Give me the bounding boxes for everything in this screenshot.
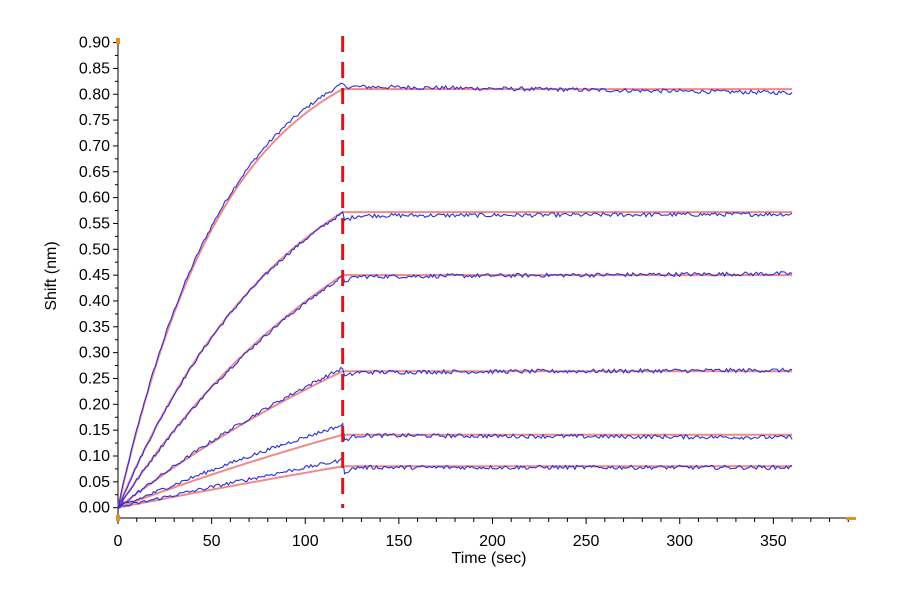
y-tick-label: 0.30 [79,345,110,362]
y-tick-label: 0.50 [79,241,110,258]
x-axis-end-marker [846,517,856,520]
x-tick-label: 0 [114,533,123,550]
y-tick-label: 0.15 [79,422,110,439]
chart-axes: 0.00 0.05 0.10 0.15 0.20 0.25 0.30 0.35 0.40 0.45… [79,35,856,550]
y-tick-label: 0.05 [79,474,110,491]
y-tick-label: 0.25 [79,370,110,387]
y-tick-label: 0.45 [79,267,110,284]
y-tick-label: 0.00 [79,500,110,517]
fit-curve [117,211,793,509]
fit-curve [117,433,793,509]
y-tick-label: 0.80 [79,86,110,103]
measured-curve [117,366,793,508]
measured-curve [117,458,793,510]
x-tick-label: 200 [479,533,506,550]
measured-curve [117,82,793,508]
x-axis-title: Time (sec) [452,550,527,567]
y-axis-top-marker [116,38,120,44]
y-tick-label: 0.75 [79,112,110,129]
y-axis-title: Shift (nm) [43,241,60,310]
measured-curve [117,271,793,508]
fit-curves [117,88,793,509]
fit-curve [117,88,793,508]
y-tick-label: 0.20 [79,396,110,413]
y-tick-label: 0.70 [79,138,110,155]
y-tick-label: 0.55 [79,215,110,232]
y-tick-label: 0.65 [79,164,110,181]
fit-curve [117,465,793,509]
y-tick-label: 0.10 [79,448,110,465]
y-tick-label: 0.60 [79,190,110,207]
measured-curves [117,82,793,510]
y-tick-label: 0.35 [79,319,110,336]
y-tick-label: 0.85 [79,60,110,77]
y-axis-bottom-marker [116,515,120,521]
x-tick-label: 350 [760,533,787,550]
x-tick-label: 150 [386,533,413,550]
measured-curve [117,422,793,508]
x-tick-label: 250 [573,533,600,550]
x-tick-label: 50 [203,533,221,550]
x-tick-label: 100 [292,533,319,550]
x-tick-label: 300 [666,533,693,550]
measured-curve [117,211,793,508]
y-tick-label: 0.90 [79,35,110,52]
y-tick-label: 0.40 [79,293,110,310]
fit-curve [117,370,793,509]
